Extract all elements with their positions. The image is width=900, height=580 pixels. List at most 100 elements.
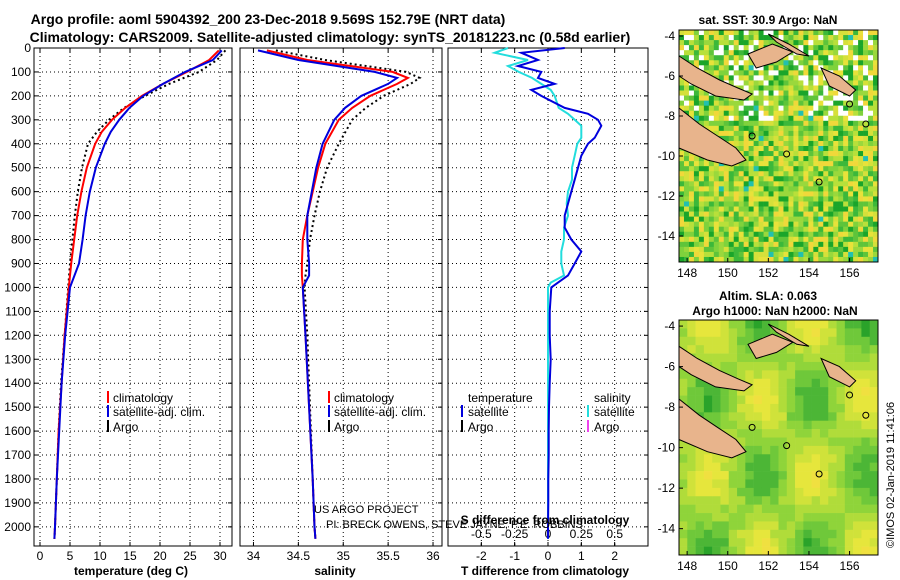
- title-line-2: Climatology: CARS2009. Satellite-adjuste…: [30, 29, 631, 45]
- sst-cell: [698, 65, 705, 71]
- sst-cell: [748, 85, 754, 91]
- sst-cell: [823, 125, 829, 132]
- sst-cell: [798, 201, 804, 207]
- sst-cell: [823, 100, 829, 106]
- sst-cell: [813, 85, 819, 91]
- sst-cell: [763, 70, 769, 76]
- sst-cell: [838, 50, 844, 56]
- sst-cell: [813, 70, 819, 76]
- sst-cell: [783, 65, 789, 71]
- sla-cell: [737, 504, 746, 514]
- sst-cell: [738, 85, 744, 91]
- sst-cell: [728, 135, 735, 142]
- sst-cell: [693, 191, 700, 197]
- sst-cell: [703, 191, 710, 197]
- sst-cell: [758, 221, 764, 227]
- sla-cell: [745, 479, 754, 489]
- sst-cell: [868, 166, 874, 172]
- sla-cell: [786, 454, 796, 463]
- sst-cell: [838, 211, 844, 217]
- x-tick-label: 10: [93, 549, 107, 563]
- sla-cell: [753, 328, 763, 338]
- sla-cell: [770, 387, 779, 396]
- sla-cell: [811, 345, 821, 354]
- sst-cell: [763, 130, 769, 137]
- sst-cell: [773, 226, 779, 233]
- sst-cell: [773, 256, 779, 263]
- sla-cell: [745, 387, 754, 396]
- sst-cell: [833, 105, 839, 111]
- sla-cell: [712, 395, 721, 405]
- sst-cell: [838, 70, 844, 76]
- sst-cell: [873, 166, 879, 172]
- sst-cell: [853, 256, 859, 263]
- sst-cell: [688, 30, 695, 36]
- sst-cell: [813, 171, 819, 177]
- sst-cell: [718, 115, 725, 122]
- sst-cell: [768, 65, 774, 71]
- sst-cell: [793, 95, 799, 101]
- sla-cell: [745, 437, 754, 447]
- sst-cell: [708, 100, 715, 106]
- sst-cell: [763, 166, 769, 172]
- sla-cell: [819, 328, 829, 338]
- y-tick-label: 600: [11, 185, 31, 199]
- sst-cell: [828, 256, 834, 263]
- sst-cell: [873, 110, 879, 117]
- sst-cell: [738, 65, 744, 71]
- sst-cell: [753, 191, 759, 197]
- sst-cell: [808, 231, 814, 238]
- sla-cell: [761, 445, 771, 455]
- sla-cell: [836, 513, 846, 522]
- sst-cell: [768, 130, 774, 137]
- sst-cell: [853, 221, 859, 227]
- sst-cell: [853, 166, 859, 172]
- sla-cell: [770, 353, 779, 363]
- sst-cell: [679, 221, 685, 227]
- sst-cell: [863, 120, 869, 127]
- sla-cell: [869, 487, 879, 497]
- sst-cell: [823, 146, 829, 152]
- sst-cell: [808, 85, 814, 91]
- sla-cell: [869, 345, 879, 354]
- sst-cell: [748, 236, 754, 243]
- sst-cell: [818, 55, 824, 61]
- sst-cell: [738, 40, 744, 46]
- sla-cell: [811, 454, 821, 463]
- sst-cell: [818, 100, 824, 106]
- sst-cell: [868, 231, 874, 238]
- sst-cell: [823, 201, 829, 207]
- sla-cell: [687, 378, 696, 388]
- sst-cell: [848, 55, 854, 61]
- sla-cell: [761, 387, 771, 396]
- sst-cell: [733, 115, 739, 122]
- sst-cell: [818, 161, 824, 167]
- sst-cell: [718, 241, 725, 248]
- sst-cell: [808, 236, 814, 243]
- sst-cell: [828, 130, 834, 137]
- sst-cell: [743, 201, 749, 207]
- sst-cell: [863, 166, 869, 172]
- sst-cell: [798, 226, 804, 233]
- sla-cell: [828, 437, 837, 447]
- sst-cell: [863, 226, 869, 233]
- sst-cell: [863, 75, 869, 81]
- sst-cell: [738, 30, 744, 36]
- sst-cell: [838, 166, 844, 172]
- sst-cell: [863, 60, 869, 66]
- sst-cell: [743, 110, 749, 117]
- sst-cell: [738, 75, 744, 81]
- sst-cell: [823, 90, 829, 96]
- sst-cell: [753, 125, 759, 132]
- sla-cell: [687, 504, 696, 514]
- sla-cell: [761, 504, 771, 514]
- sst-cell: [868, 201, 874, 207]
- sst-cell: [843, 196, 849, 202]
- sst-cell: [843, 181, 849, 187]
- sst-cell: [863, 30, 869, 36]
- sla-cell: [853, 395, 862, 405]
- sst-cell: [698, 50, 705, 56]
- sla-cell: [819, 479, 829, 489]
- sla-cell: [761, 370, 771, 380]
- sst-cell: [838, 40, 844, 46]
